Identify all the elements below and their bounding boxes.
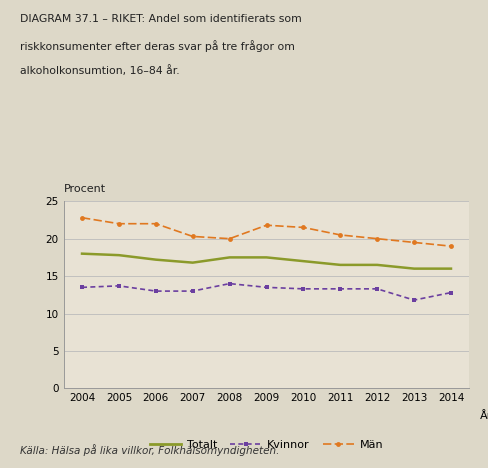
Text: Källa: Hälsa på lika villkor, Folkhälsomyndigheten.: Källa: Hälsa på lika villkor, Folkhälsom…: [20, 445, 278, 456]
Text: Procent: Procent: [63, 184, 105, 194]
Text: DIAGRAM 37.1 – RIKET: Andel som identifierats som: DIAGRAM 37.1 – RIKET: Andel som identifi…: [20, 14, 301, 24]
Text: alkoholkonsumtion, 16–84 år.: alkoholkonsumtion, 16–84 år.: [20, 66, 179, 76]
X-axis label: År: År: [479, 411, 488, 421]
Text: riskkonsumenter efter deras svar på tre frågor om: riskkonsumenter efter deras svar på tre …: [20, 40, 294, 51]
Legend: Totalt, Kvinnor, Män: Totalt, Kvinnor, Män: [145, 435, 387, 454]
